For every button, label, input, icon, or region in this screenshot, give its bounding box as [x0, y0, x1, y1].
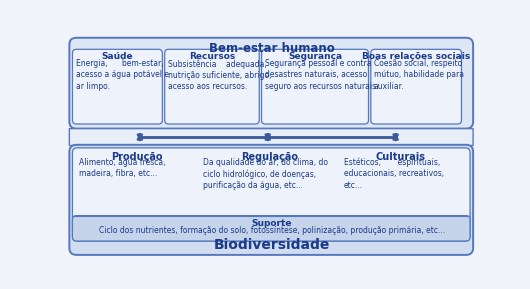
- FancyBboxPatch shape: [165, 49, 259, 124]
- Text: Bem-estar humano: Bem-estar humano: [209, 42, 334, 55]
- Text: Boas relações sociais: Boas relações sociais: [362, 52, 470, 61]
- Text: Ciclo dos nutrientes, formação do solo, fotossíntese, polinização, produção prim: Ciclo dos nutrientes, formação do solo, …: [99, 226, 445, 235]
- Text: Segurança pessoal e contra
desastres naturais, acesso
seguro aos recursos natura: Segurança pessoal e contra desastres nat…: [264, 59, 378, 90]
- Text: Estéticos,       espirituais,
educacionais, recreativos,
etc...: Estéticos, espirituais, educacionais, re…: [343, 158, 444, 190]
- Text: Suporte: Suporte: [251, 219, 292, 228]
- Text: Produção: Produção: [111, 152, 163, 162]
- FancyBboxPatch shape: [69, 38, 473, 129]
- FancyBboxPatch shape: [73, 216, 470, 241]
- Text: Segurança: Segurança: [288, 52, 342, 61]
- Text: Alimento, água fresca,
madeira, fibra, etc...: Alimento, água fresca, madeira, fibra, e…: [80, 158, 166, 178]
- Text: Saúde: Saúde: [102, 52, 133, 61]
- Text: Coesão social, respeito
mútuo, habilidade para
auxiliar.: Coesão social, respeito mútuo, habilidad…: [374, 59, 464, 90]
- FancyBboxPatch shape: [73, 49, 162, 124]
- Text: Biodiversidade: Biodiversidade: [214, 238, 330, 252]
- FancyBboxPatch shape: [69, 129, 473, 146]
- FancyBboxPatch shape: [261, 49, 368, 124]
- Text: Recursos: Recursos: [189, 52, 235, 61]
- Text: Energia,      bem-estar,
acesso a água potável e
ar limpo.: Energia, bem-estar, acesso a água potáve…: [76, 59, 169, 90]
- FancyBboxPatch shape: [73, 148, 470, 241]
- Text: Culturais: Culturais: [375, 152, 425, 162]
- Text: Subsistência    adequada,
nutrição suficiente, abrigo,
acesso aos recursos.: Subsistência adequada, nutrição suficien…: [168, 59, 271, 91]
- FancyBboxPatch shape: [371, 49, 462, 124]
- Text: Da qualidade do ar, do clima, do
ciclo hidrológico, de doenças,
purificação da á: Da qualidade do ar, do clima, do ciclo h…: [202, 158, 328, 190]
- FancyBboxPatch shape: [69, 145, 473, 255]
- Text: Regulação: Regulação: [241, 152, 298, 162]
